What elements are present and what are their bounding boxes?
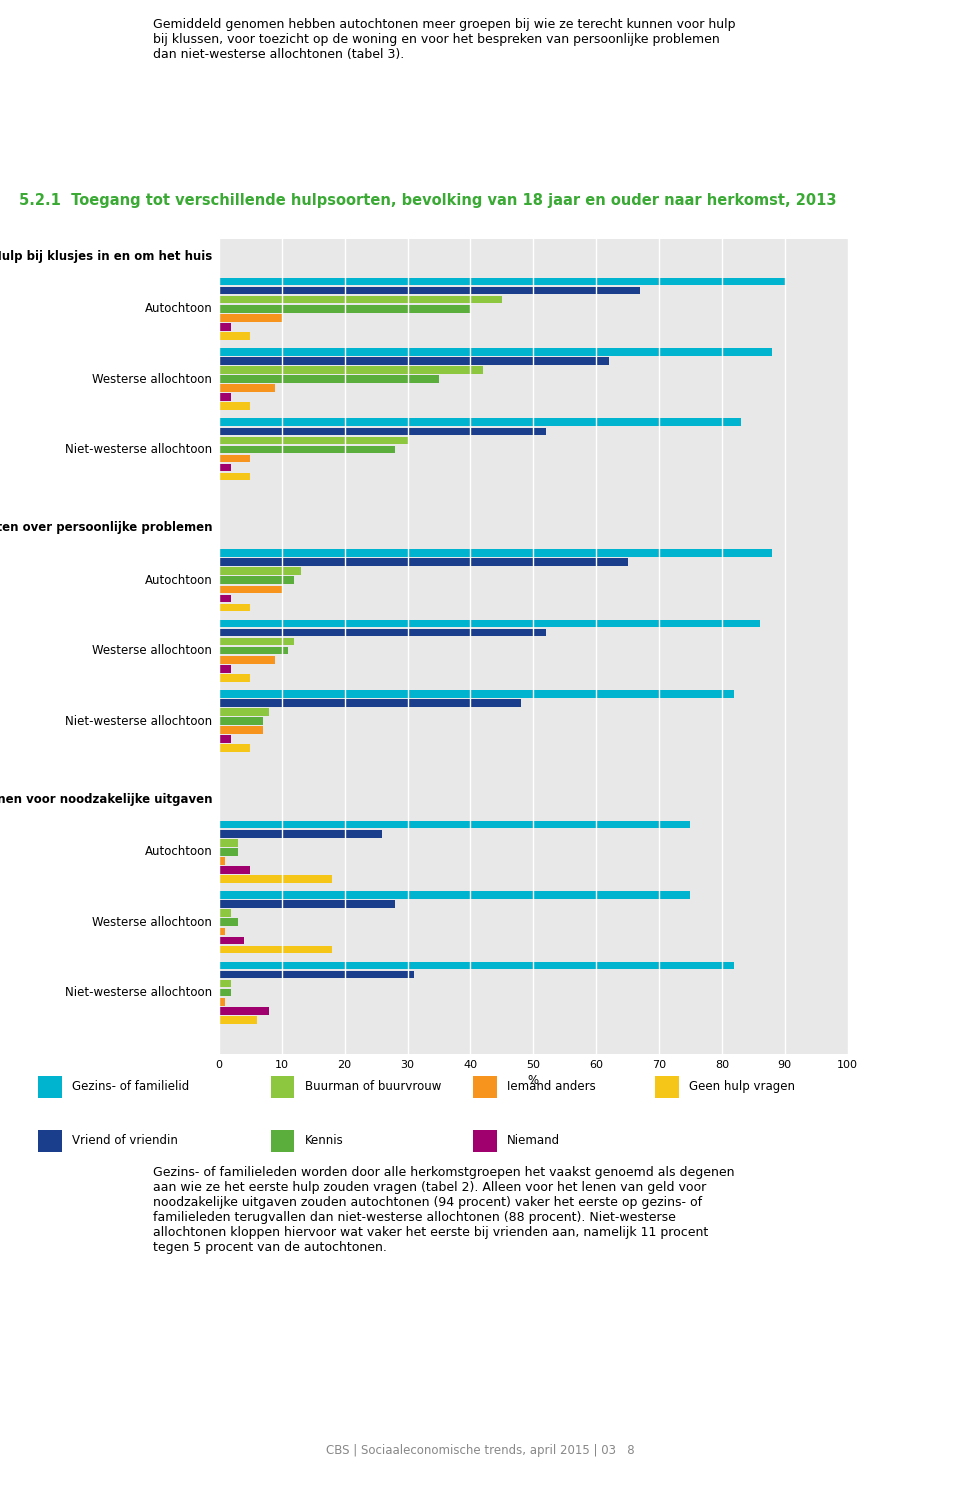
Text: Gezins- of familielid: Gezins- of familielid — [72, 1081, 189, 1093]
Bar — [219, 558, 628, 567]
Bar — [219, 745, 251, 752]
Bar — [655, 1075, 679, 1097]
Bar — [219, 830, 382, 837]
Bar — [219, 357, 609, 365]
Bar — [219, 656, 276, 664]
Bar — [219, 1008, 269, 1015]
Bar — [219, 988, 231, 997]
Bar — [219, 961, 734, 969]
Bar — [219, 375, 439, 383]
Bar — [219, 638, 295, 646]
Text: Niet-westerse allochtoon: Niet-westerse allochtoon — [65, 715, 212, 728]
Bar — [219, 647, 288, 655]
Bar — [219, 332, 251, 339]
Bar — [38, 1075, 62, 1097]
Bar — [219, 619, 759, 628]
Bar — [219, 314, 282, 321]
Bar — [219, 463, 231, 471]
Bar — [219, 999, 226, 1006]
Bar — [219, 891, 690, 898]
Bar — [219, 384, 276, 392]
Bar — [219, 402, 251, 410]
Bar — [219, 568, 300, 576]
Text: Westerse allochtoon: Westerse allochtoon — [92, 644, 212, 658]
Bar — [219, 936, 244, 945]
Text: Iemand anders: Iemand anders — [507, 1081, 596, 1093]
Text: Buurman of buurvrouw: Buurman of buurvrouw — [304, 1081, 441, 1093]
Bar — [219, 629, 546, 637]
Text: Westerse allochtoon: Westerse allochtoon — [92, 372, 212, 386]
Bar — [219, 674, 251, 682]
Bar — [219, 821, 690, 828]
Bar — [219, 736, 231, 743]
Text: Autochtoon: Autochtoon — [145, 302, 212, 315]
Text: Niemand: Niemand — [507, 1135, 561, 1147]
Bar — [219, 875, 332, 884]
Bar — [219, 727, 263, 734]
Bar — [473, 1075, 497, 1097]
Bar — [271, 1075, 295, 1097]
Bar — [219, 278, 785, 286]
Text: Kennis: Kennis — [304, 1135, 344, 1147]
Bar — [219, 691, 734, 698]
Bar — [219, 1017, 256, 1024]
Bar — [219, 927, 226, 936]
Text: Niet-westerse allochtoon: Niet-westerse allochtoon — [65, 987, 212, 999]
Bar — [219, 586, 282, 594]
Bar — [219, 918, 238, 925]
Bar — [219, 946, 332, 954]
Text: Praten over persoonlijke problemen: Praten over persoonlijke problemen — [0, 522, 212, 534]
Bar — [219, 287, 640, 295]
Bar — [219, 419, 741, 426]
Bar — [219, 857, 226, 864]
Bar — [219, 718, 263, 725]
Bar — [219, 437, 408, 444]
Text: CBS | Sociaaleconomische trends, april 2015 | 03   8: CBS | Sociaaleconomische trends, april 2… — [325, 1444, 635, 1456]
Bar — [219, 577, 295, 585]
Bar — [219, 665, 231, 673]
Bar — [473, 1130, 497, 1151]
Bar — [219, 909, 231, 916]
Text: Niet-westerse allochtoon: Niet-westerse allochtoon — [65, 443, 212, 456]
Bar — [219, 604, 251, 611]
Text: Westerse allochtoon: Westerse allochtoon — [92, 916, 212, 928]
Bar — [219, 323, 231, 330]
Bar — [219, 979, 231, 987]
Bar — [219, 900, 395, 907]
Bar — [219, 428, 546, 435]
Bar — [219, 296, 502, 303]
Bar — [219, 454, 251, 462]
Text: Geen hulp vragen: Geen hulp vragen — [689, 1081, 795, 1093]
Bar — [219, 700, 520, 707]
Bar — [219, 393, 231, 401]
Bar — [219, 366, 483, 374]
Bar — [219, 866, 251, 873]
Bar — [219, 348, 772, 356]
Text: 5.2.1  Toegang tot verschillende hulpsoorten, bevolking van 18 jaar en ouder naa: 5.2.1 Toegang tot verschillende hulpsoor… — [19, 193, 837, 208]
Text: Hulp bij klusjes in en om het huis: Hulp bij klusjes in en om het huis — [0, 250, 212, 263]
Text: Vriend of vriendin: Vriend of vriendin — [72, 1135, 178, 1147]
X-axis label: %: % — [528, 1073, 539, 1087]
Bar — [38, 1130, 62, 1151]
Text: Autochtoon: Autochtoon — [145, 574, 212, 588]
Text: Gezins- of familieleden worden door alle herkomstgroepen het vaakst genoemd als : Gezins- of familieleden worden door alle… — [153, 1166, 734, 1254]
Bar — [219, 839, 238, 846]
Bar — [219, 848, 238, 855]
Bar — [219, 446, 395, 453]
Bar — [219, 595, 231, 602]
Text: Geld lenen voor noodzakelijke uitgaven: Geld lenen voor noodzakelijke uitgaven — [0, 792, 212, 806]
Bar — [219, 549, 772, 558]
Bar — [219, 709, 269, 716]
Text: Autochtoon: Autochtoon — [145, 845, 212, 858]
Bar — [271, 1130, 295, 1151]
Text: Gemiddeld genomen hebben autochtonen meer groepen bij wie ze terecht kunnen voor: Gemiddeld genomen hebben autochtonen mee… — [153, 18, 735, 61]
Bar — [219, 970, 414, 978]
Bar — [219, 305, 470, 312]
Bar — [219, 472, 251, 480]
